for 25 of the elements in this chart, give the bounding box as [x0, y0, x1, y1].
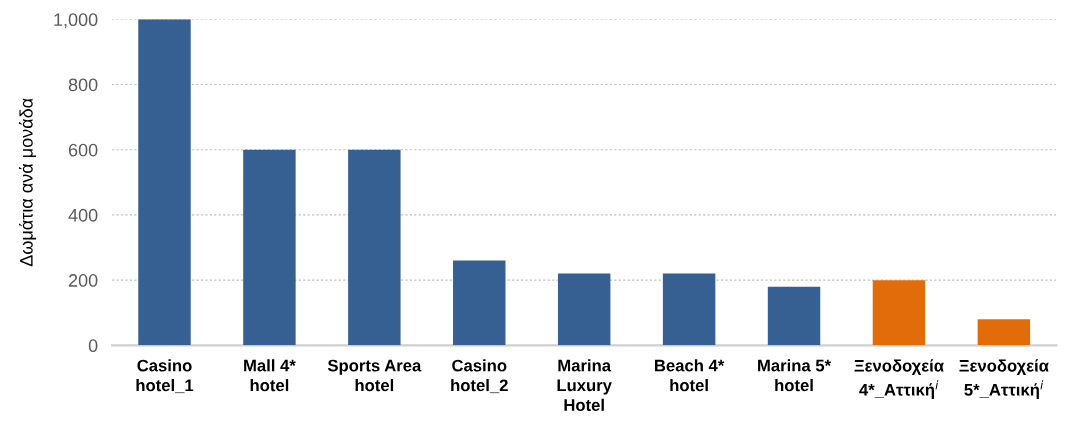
x-tick-label: Beach 4* hotel [655, 359, 725, 392]
x-tick-label: Ξενοδοχεία 5*_Αττική$^{i}$ [959, 359, 1049, 400]
bar [662, 273, 716, 346]
y-tick-label: 800 [68, 78, 98, 92]
y-tick-label: 0 [88, 339, 98, 353]
y-tick-label: 1,000 [54, 13, 98, 29]
bar [767, 286, 821, 346]
x-tick-label: Ξενοδοχεία 4*_Αττική$^{i}$ [854, 359, 944, 400]
x-tick-label: Casino hotel_2 [451, 359, 508, 394]
bar [138, 19, 191, 346]
x-tick-label: Sports Area hotel [327, 359, 422, 392]
bar [348, 149, 401, 346]
y-axis-title: Δωμάτια ανά μονάδα [18, 98, 37, 267]
bar [243, 149, 296, 346]
y-tick-label: 200 [68, 274, 98, 287]
bar [453, 260, 506, 346]
y-tick-label: 400 [68, 208, 98, 222]
x-tick-label: Casino hotel_1 [136, 359, 194, 394]
bar [557, 273, 611, 346]
x-tick-label: Mall 4* hotel [244, 359, 296, 392]
bar [872, 280, 926, 346]
x-tick-label: Marina 5* hotel [758, 359, 832, 392]
x-tick-label: Marina Luxury Hotel [557, 359, 612, 411]
y-tick-label: 600 [68, 143, 98, 157]
bar [977, 319, 1031, 346]
